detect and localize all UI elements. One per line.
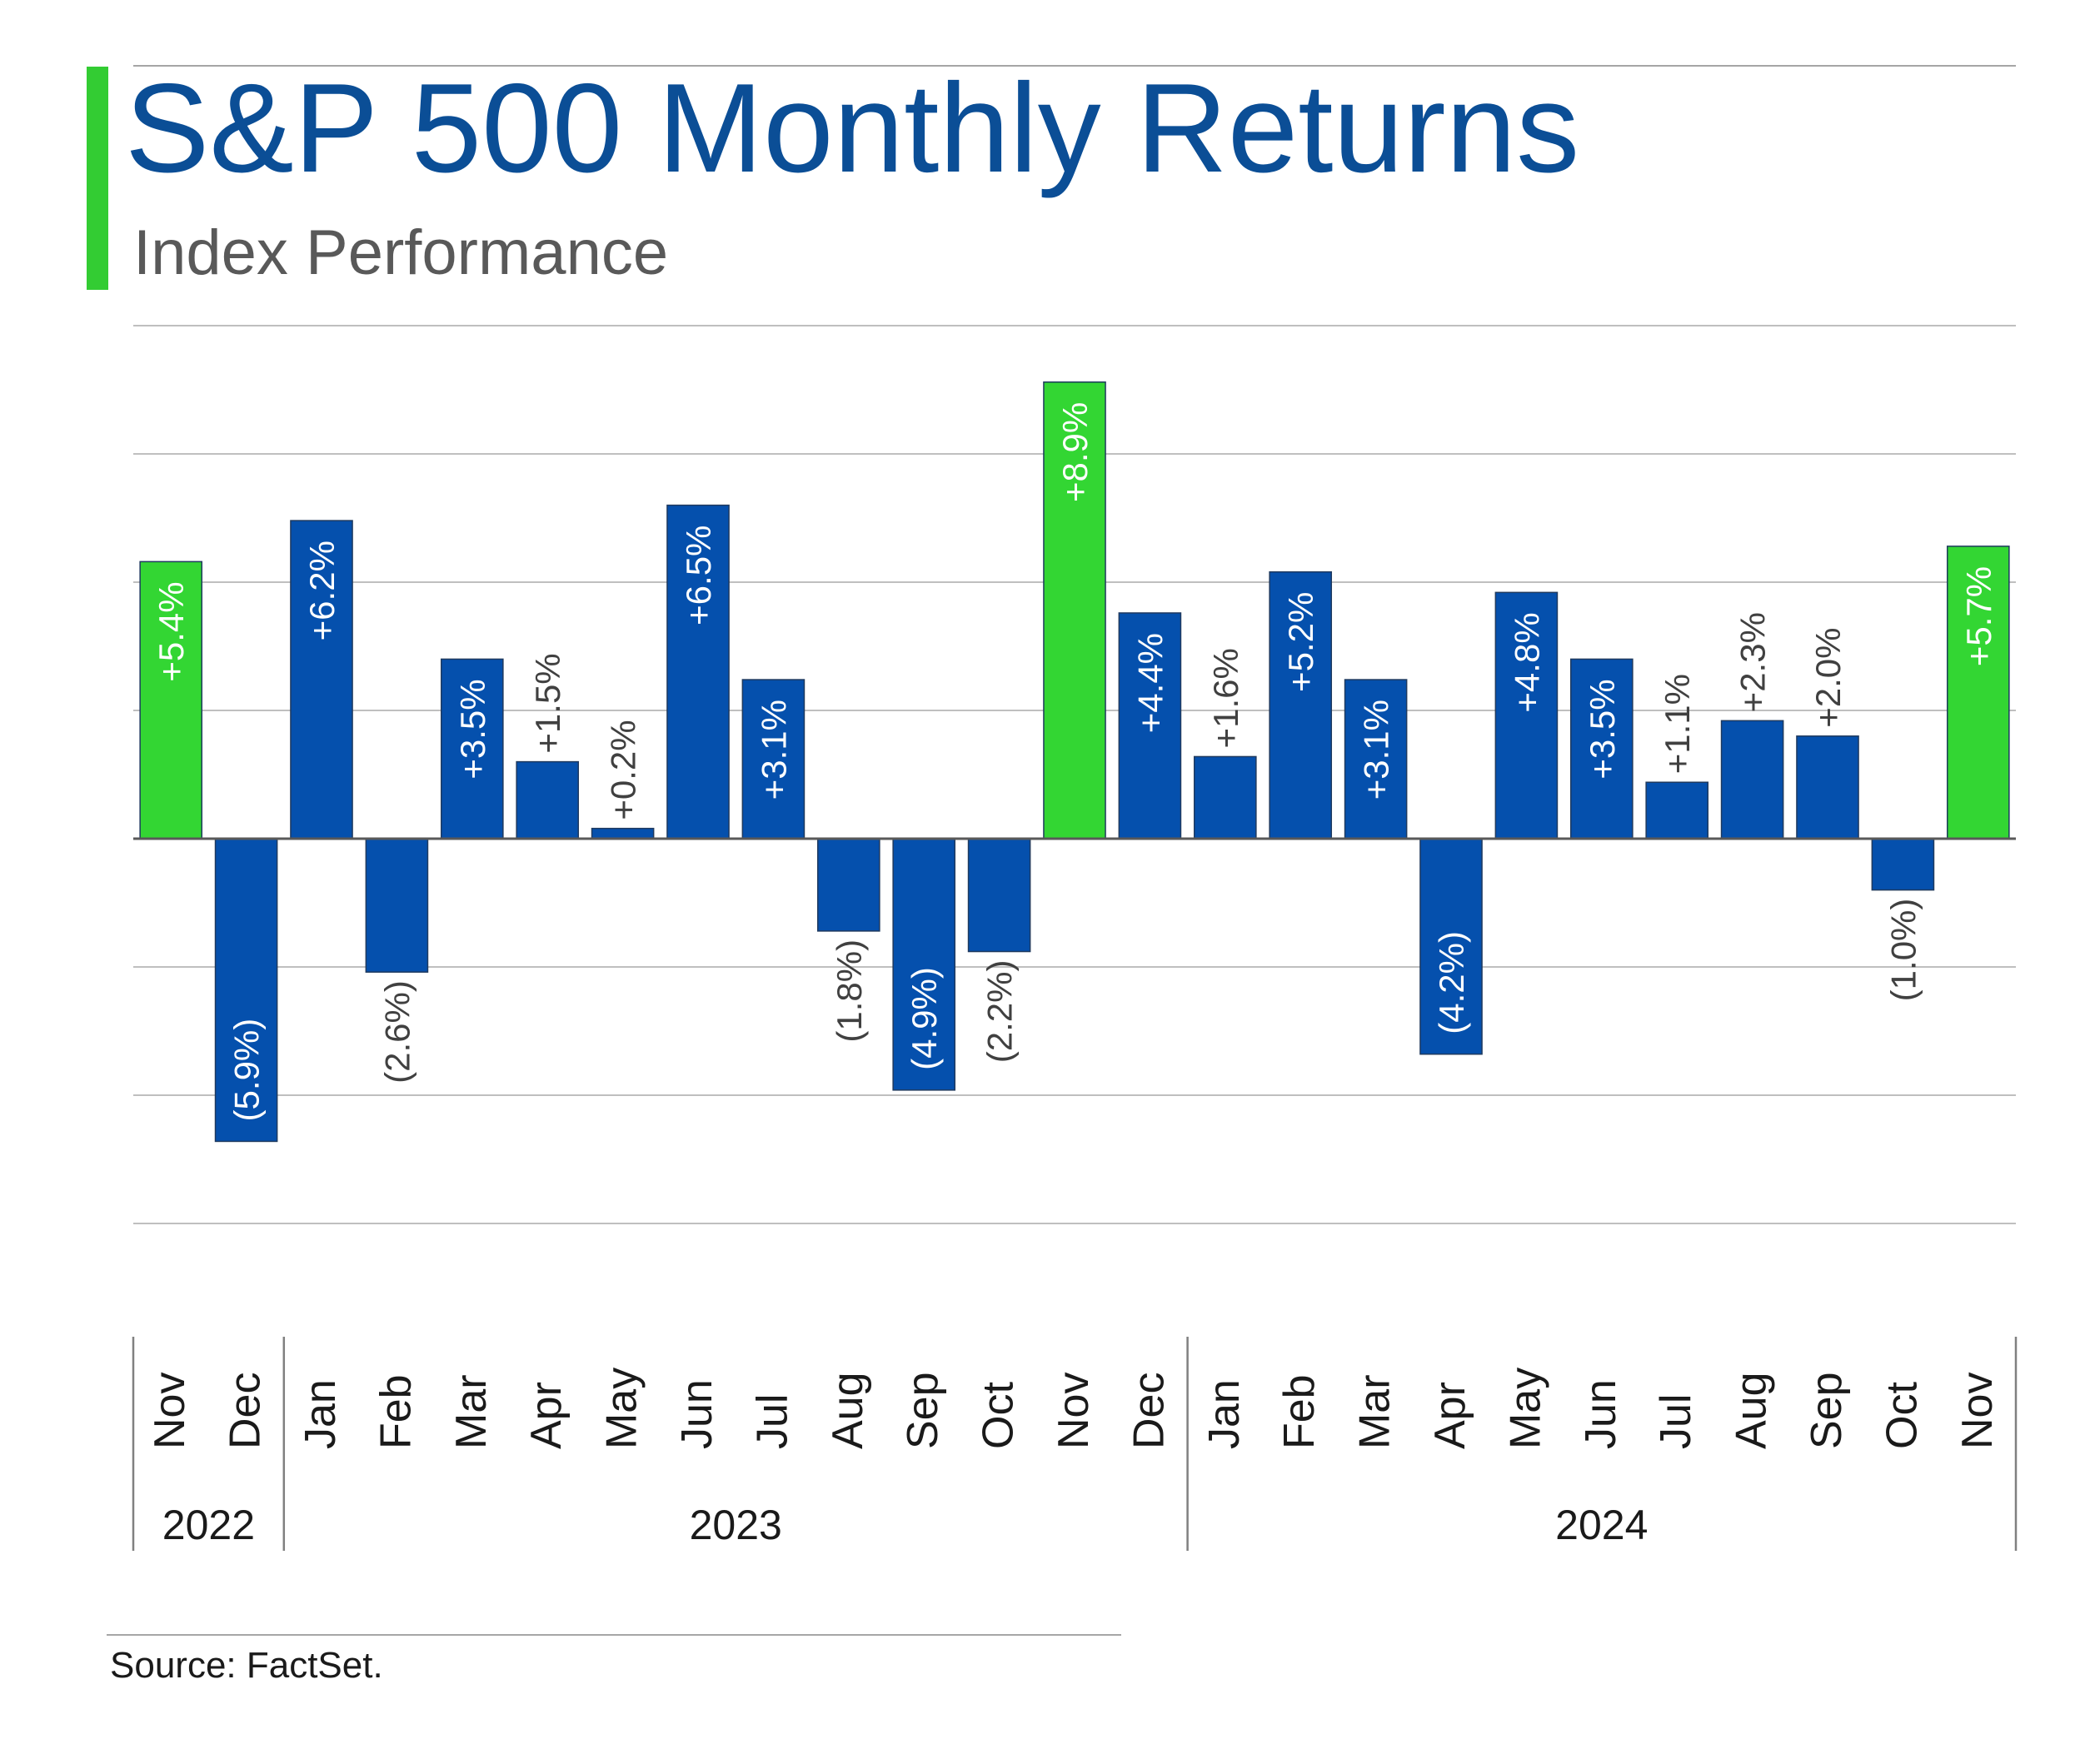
bar-value-label: +5.2% xyxy=(1281,592,1320,692)
x-tick-label: May xyxy=(1501,1368,1549,1449)
x-tick-label: Jun xyxy=(673,1379,721,1449)
x-tick-label: Sep xyxy=(1803,1372,1851,1449)
source-rule xyxy=(107,1634,1121,1636)
bar-value-label: +6.5% xyxy=(679,526,718,625)
bar xyxy=(1645,781,1709,840)
x-tick-label: Apr xyxy=(522,1382,571,1449)
bar-value-label: +3.5% xyxy=(453,679,492,779)
bar xyxy=(290,520,353,840)
bar-value-label: +3.1% xyxy=(1357,700,1396,800)
x-tick-label: Sep xyxy=(899,1372,947,1449)
bar-value-label: (2.6%) xyxy=(377,980,417,1084)
bar xyxy=(365,838,429,973)
x-tick-label: Nov xyxy=(146,1373,194,1449)
bar-value-label: +5.4% xyxy=(152,581,191,681)
bar xyxy=(741,679,806,840)
bar-value-label: +4.4% xyxy=(1130,633,1170,733)
bar-value-label: +3.1% xyxy=(754,700,793,800)
x-tick-label: Jun xyxy=(1577,1379,1625,1449)
bar-value-label: (4.2%) xyxy=(1432,931,1471,1034)
bar xyxy=(516,760,580,840)
bar-value-label: (1.0%) xyxy=(1883,899,1923,1002)
top-rule xyxy=(133,65,2016,67)
title-accent-bar xyxy=(87,67,108,290)
bar xyxy=(1946,546,2010,840)
x-tick-label: Aug xyxy=(824,1372,872,1449)
bar-value-label: (5.9%) xyxy=(227,1019,267,1122)
bar xyxy=(1043,381,1106,840)
x-tick-label: Jul xyxy=(748,1394,796,1449)
bar xyxy=(1796,735,1859,840)
x-tick-label: Jul xyxy=(1652,1394,1700,1449)
bar-value-label: (4.9%) xyxy=(905,967,944,1070)
x-tick-label: Apr xyxy=(1426,1382,1474,1449)
bar-value-label: +5.7% xyxy=(1959,566,1998,666)
x-tick-label: Oct xyxy=(975,1382,1023,1449)
x-tick-label: Mar xyxy=(447,1374,496,1449)
bar-value-label: (1.8%) xyxy=(830,939,869,1043)
bar-value-label: +1.6% xyxy=(1206,648,1245,748)
bar xyxy=(1720,720,1784,840)
x-tick-label: Mar xyxy=(1351,1374,1399,1449)
bar xyxy=(591,827,655,840)
bar-value-label: +1.5% xyxy=(528,653,567,753)
x-tick-label: Nov xyxy=(1953,1373,2002,1449)
bar xyxy=(1269,571,1333,840)
x-tick-label: Aug xyxy=(1728,1372,1776,1449)
bar-value-label: +6.2% xyxy=(302,541,342,640)
bar-value-label: (2.2%) xyxy=(980,960,1020,1064)
bar xyxy=(816,838,880,932)
source-note: Source: FactSet. xyxy=(110,1645,383,1686)
bar xyxy=(1419,838,1483,1055)
x-tick-label: Dec xyxy=(222,1373,270,1449)
bar xyxy=(1193,755,1257,840)
year-label: 2022 xyxy=(162,1502,255,1548)
bar xyxy=(139,561,203,840)
bar-value-label: +2.3% xyxy=(1733,612,1773,712)
x-tick-label: May xyxy=(598,1368,646,1449)
year-label: 2024 xyxy=(1555,1502,1648,1548)
chart-title: S&P 500 Monthly Returns xyxy=(125,57,1580,199)
bar xyxy=(1118,612,1182,840)
bar-value-label: +8.9% xyxy=(1055,402,1095,502)
bar-value-label: +1.1% xyxy=(1658,674,1697,774)
chart-subtitle: Index Performance xyxy=(133,217,669,288)
bar xyxy=(1344,679,1408,840)
bar-value-label: +3.5% xyxy=(1583,679,1622,779)
x-tick-label: Feb xyxy=(1275,1374,1324,1449)
year-label: 2023 xyxy=(690,1502,782,1548)
x-tick-label: Oct xyxy=(1878,1382,1926,1449)
x-tick-label: Nov xyxy=(1050,1373,1098,1449)
bar-value-label: +4.8% xyxy=(1507,612,1546,712)
bar xyxy=(892,838,956,1091)
x-tick-label: Jan xyxy=(1200,1379,1249,1449)
x-tick-label: Jan xyxy=(297,1379,345,1449)
bar xyxy=(1871,838,1935,891)
bar-value-label: +0.2% xyxy=(604,720,643,820)
x-tick-label: Dec xyxy=(1125,1373,1173,1449)
x-tick-label: Feb xyxy=(372,1374,420,1449)
bar-value-label: +2.0% xyxy=(1808,628,1848,728)
bar xyxy=(967,838,1031,953)
